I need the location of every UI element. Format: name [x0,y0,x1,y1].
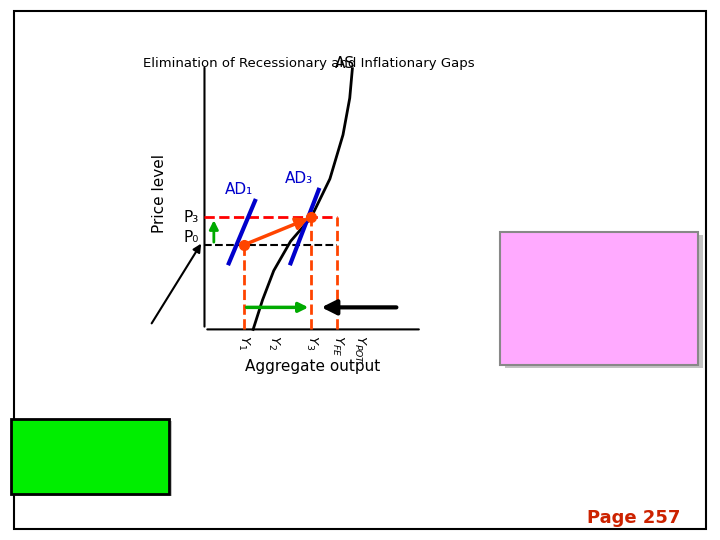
Text: P₀: P₀ [184,230,199,245]
Text: $Y_{POT}$: $Y_{POT}$ [352,335,367,364]
Text: Inflation rate: Inflation rate [35,443,145,458]
Text: AS: AS [335,56,355,71]
Text: Elimination of Recessionary and Inflationary Gaps: Elimination of Recessionary and Inflatio… [143,57,475,70]
Text: (P$_3$ – P$_0$) ÷P$_0$: (P$_3$ – P$_0$) ÷P$_0$ [39,456,141,475]
Text: Price level: Price level [152,154,167,233]
Text: Aggregate output: Aggregate output [246,359,381,374]
Text: Page 257: Page 257 [587,509,680,528]
Text: AD₁: AD₁ [225,182,253,197]
Text: $Y_{FE}$: $Y_{FE}$ [330,335,345,356]
Text: P₃: P₃ [184,210,199,225]
Text: $Y_1$: $Y_1$ [236,335,251,350]
Text: AD₃: AD₃ [285,171,313,186]
Text: $Y_3$: $Y_3$ [304,335,319,350]
Text: $Y_2$: $Y_2$ [266,335,282,350]
Text: Recessionary gap
of $Y_{FE}$ – $Y_1$ is
partially closed to
$Y_{FE}$ – $Y_3$: Recessionary gap of $Y_{FE}$ – $Y_1$ is … [522,252,676,344]
